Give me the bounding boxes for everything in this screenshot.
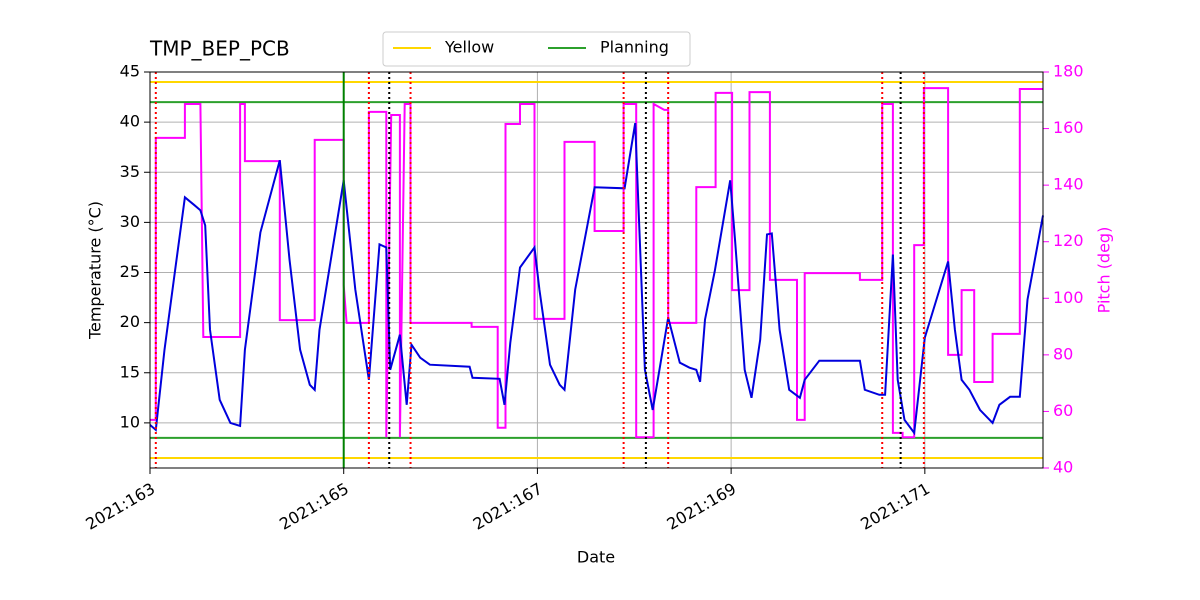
y-tick-label: 40 xyxy=(120,112,140,131)
y-tick-label: 25 xyxy=(120,262,140,281)
x-tick-label: 2021:167 xyxy=(470,479,546,534)
x-tick-label: 2021:163 xyxy=(82,479,158,534)
series-line xyxy=(150,87,1043,439)
legend-label: Planning xyxy=(600,38,669,57)
y2-axis-label: Pitch (deg) xyxy=(1095,227,1114,314)
y-tick-label: 20 xyxy=(120,312,140,331)
y2-tick-label: 60 xyxy=(1053,401,1073,420)
y-tick-label: 30 xyxy=(120,212,140,231)
x-tick-label: 2021:171 xyxy=(857,479,933,534)
y-tick-label: 45 xyxy=(120,62,140,81)
y2-tick-label: 180 xyxy=(1053,62,1084,81)
y2-tick-label: 120 xyxy=(1053,231,1084,250)
y-tick-label: 15 xyxy=(120,362,140,381)
y2-tick-label: 40 xyxy=(1053,458,1073,477)
chart-title: TMP_BEP_PCB xyxy=(149,37,290,61)
y-tick-label: 35 xyxy=(120,162,140,181)
y-tick-label: 10 xyxy=(120,412,140,431)
series-line xyxy=(149,122,1044,436)
x-axis-label: Date xyxy=(577,548,615,567)
y2-tick-label: 80 xyxy=(1053,344,1073,363)
y2-tick-label: 100 xyxy=(1053,288,1084,307)
x-tick-label: 2021:165 xyxy=(276,479,352,534)
legend-box xyxy=(382,31,691,67)
legend-label: Yellow xyxy=(444,38,494,57)
y-axis-label: Temperature (°C) xyxy=(86,201,105,340)
plot-frame xyxy=(149,71,1044,469)
y2-tick-label: 140 xyxy=(1053,175,1084,194)
y2-tick-label: 160 xyxy=(1053,118,1084,137)
x-tick-label: 2021:169 xyxy=(663,479,739,534)
